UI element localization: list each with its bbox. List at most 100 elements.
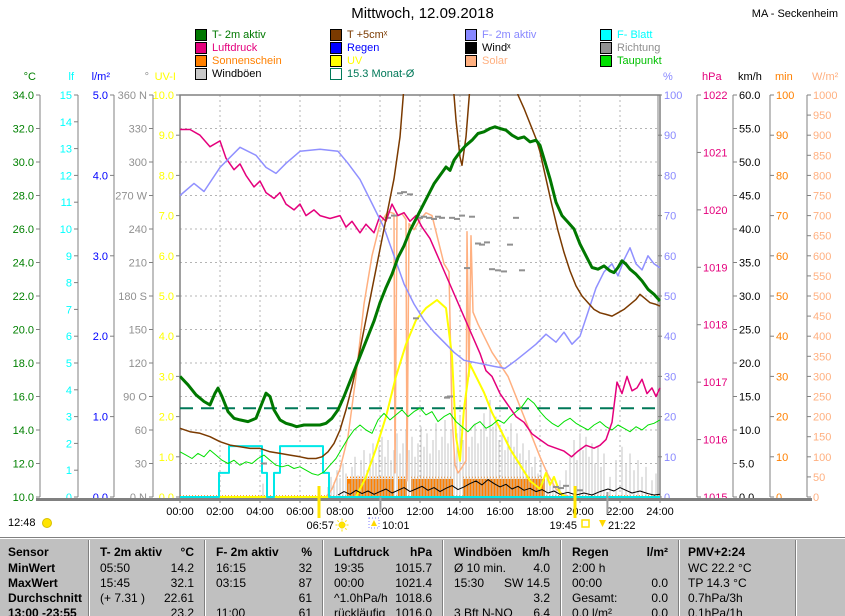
axis-tick-label-lf: 5 <box>66 358 72 370</box>
axis-tick-label-W/m²: 100 <box>813 452 831 464</box>
time-label: 14:00 <box>446 506 474 518</box>
axis-tick-label-UV-I: 2.0 <box>159 412 174 424</box>
axis-tick-label-min: 60 <box>776 251 788 263</box>
axis-tick-label-lf: 4 <box>66 385 72 397</box>
series-t-2m <box>179 125 661 429</box>
axis-tick-label-hPa: 1018 <box>703 320 727 332</box>
series-t-5cm <box>179 94 661 460</box>
table-cell-time: Ø 10 min. <box>454 561 507 575</box>
time-label: 16:00 <box>486 506 514 518</box>
axis-tick-label-km/h: 30.0 <box>739 291 760 303</box>
axis-tick-label-min: 40 <box>776 331 788 343</box>
moonset-time: 21:22 <box>608 520 636 532</box>
table-row-label: MinWert <box>8 561 56 575</box>
table-cell-time: 3 Bft N-NO <box>454 606 513 616</box>
legend-label: Regen <box>347 41 380 54</box>
legend-swatch <box>330 67 342 80</box>
table-column-divider <box>88 540 90 616</box>
legend-item-taupunkt: Taupunkt <box>600 54 662 67</box>
table-column-divider <box>678 540 680 616</box>
axis-tick-label-W/m²: 350 <box>813 351 831 363</box>
sun-ray <box>344 520 347 523</box>
table-cell-time: 05:50 <box>100 561 131 575</box>
table-cell-time: 00:00 <box>334 576 365 590</box>
axis-tick-label-°: 270 W <box>115 191 147 203</box>
axis-tick-label-min: 100 <box>776 90 794 102</box>
axis-unit-UV-I: UV-I <box>155 71 176 83</box>
table-column-divider <box>204 540 206 616</box>
axis-tick-label-°C: 12.0 <box>13 459 34 471</box>
legend-label: F- 2m aktiv <box>482 28 537 41</box>
axis-tick-label-W/m²: 800 <box>813 170 831 182</box>
series-taupunkt <box>179 397 661 476</box>
axis-tick-label-°C: 28.0 <box>13 191 34 203</box>
axis-tick-label-km/h: 10.0 <box>739 425 760 437</box>
axis-tick-label-W/m²: 950 <box>813 110 831 122</box>
legend-swatch <box>600 54 612 67</box>
axis-tick-label-km/h: 60.0 <box>739 90 760 102</box>
legend-swatch <box>330 54 342 67</box>
legend-item-wind-: Windˣ <box>465 41 511 54</box>
legend-swatch <box>330 28 342 41</box>
axis-tick-label-UV-I: 4.0 <box>159 331 174 343</box>
time-label: 22:00 <box>606 506 634 518</box>
legend-swatch <box>195 54 207 67</box>
legend-swatch <box>195 41 207 54</box>
axis-tick-label-%: 50 <box>664 291 676 303</box>
axis-tick-label-W/m²: 550 <box>813 271 831 283</box>
table-cell-value: 32.1 <box>170 576 194 590</box>
axis-tick-label-°C: 18.0 <box>13 358 34 370</box>
legend-item-t-5cm-: T +5cmˣ <box>330 28 387 41</box>
axis-unit-%: % <box>663 71 673 83</box>
table-cell-time: 19:35 <box>334 561 365 575</box>
legend-label: F- Blatt <box>617 28 653 41</box>
axis-tick-label-l/m²: 1.0 <box>93 412 108 424</box>
axis-tick-label-hPa: 1016 <box>703 435 727 447</box>
axis-tick-label-%: 10 <box>664 452 676 464</box>
time-label: 20:00 <box>566 506 594 518</box>
series-f-blatt <box>180 445 660 498</box>
legend-item-richtung: Richtung <box>600 41 660 54</box>
legend-label: Windˣ <box>482 41 511 54</box>
sun-ray <box>344 527 347 530</box>
axis-tick-label-km/h: 5.0 <box>739 459 754 471</box>
legend-label: Taupunkt <box>617 54 662 67</box>
station-name: MA - Seckenheim <box>751 8 838 20</box>
axis-tick-label-%: 60 <box>664 251 676 263</box>
table-cell-time: T- 2m aktiv <box>100 545 163 559</box>
legend-item-windb-en: Windböen <box>195 67 262 80</box>
day-length-value: 12:48 <box>8 517 36 529</box>
legend-swatch <box>600 28 612 41</box>
moonset-icon <box>599 520 606 527</box>
legend-label: Solar <box>482 54 508 67</box>
series-f-2m <box>179 146 661 370</box>
axis-tick-label-°: 210 <box>129 258 147 270</box>
sunset-icon <box>581 519 590 528</box>
time-label: 24:00 <box>646 506 674 518</box>
table-cell-value: 23.2 <box>170 606 194 616</box>
axis-tick-label-°: 300 <box>129 157 147 169</box>
axis-unit-hPa: hPa <box>702 71 722 83</box>
axis-tick-label-%: 90 <box>664 130 676 142</box>
axis-tick-label-lf: 1 <box>66 465 72 477</box>
axis-tick-label-km/h: 25.0 <box>739 325 760 337</box>
axis-unit-min: min <box>775 71 793 83</box>
axis-tick-label-lf: 7 <box>66 304 72 316</box>
table-column-divider <box>442 540 444 616</box>
table-cell-value: % <box>301 545 312 559</box>
chart-legend: T- 2m aktiv Luftdruck Sonnenschein Windböen… <box>0 28 845 84</box>
chart-canvas: °C10.012.014.016.018.020.022.024.026.028… <box>13 71 839 532</box>
table-cell-value: 1016.0 <box>395 606 432 616</box>
axis-tick-label-min: 90 <box>776 130 788 142</box>
axis-tick-label-W/m²: 250 <box>813 392 831 404</box>
legend-item-sonnenschein: Sonnenschein <box>195 54 282 67</box>
axis-tick-label-°C: 14.0 <box>13 425 34 437</box>
axis-unit-W/m²: W/m² <box>812 71 839 83</box>
table-column-divider <box>322 540 324 616</box>
axis-tick-label-°: 90 O <box>123 392 147 404</box>
axis-tick-label-UV-I: 1.0 <box>159 452 174 464</box>
time-label: 00:00 <box>166 506 194 518</box>
legend-item-solar: Solar <box>465 54 508 67</box>
axis-tick-label-lf: 6 <box>66 331 72 343</box>
axis-tick-label-km/h: 50.0 <box>739 157 760 169</box>
